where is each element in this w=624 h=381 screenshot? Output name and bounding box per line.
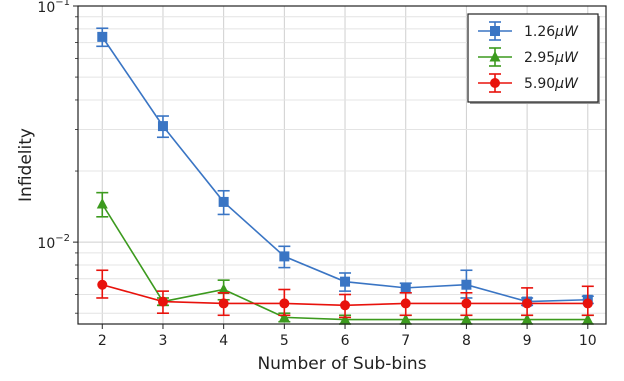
data-point-marker	[582, 298, 593, 309]
x-tick-label: 9	[523, 333, 532, 349]
data-point-marker	[522, 298, 533, 309]
data-point-marker	[490, 26, 500, 36]
x-tick-label: 4	[219, 333, 228, 349]
data-point-marker	[461, 279, 472, 290]
x-tick-label: 8	[462, 333, 471, 349]
data-point-marker	[97, 31, 108, 42]
legend-box	[467, 13, 599, 103]
data-point-marker	[340, 300, 351, 311]
ticks: 2 3 4 5 6 7 8 9 10 10−1 10−2	[37, 0, 596, 349]
data-point-marker	[400, 282, 411, 293]
legend-entry: 1.26μW	[478, 21, 579, 41]
series-square	[96, 27, 594, 307]
x-tick-label: 6	[341, 333, 350, 349]
legend: 1.26μW 2.95μW 5.90μW	[467, 13, 600, 104]
data-point-marker	[582, 313, 594, 325]
legend-entry: 5.90μW	[478, 73, 579, 93]
data-point-marker	[339, 313, 351, 325]
legend-label: 5.90μW	[524, 76, 579, 92]
data-point-marker	[490, 78, 500, 88]
x-tick-label: 3	[159, 333, 168, 349]
data-point-marker	[340, 276, 351, 287]
data-point-marker	[218, 283, 230, 294]
data-point-marker	[96, 198, 108, 209]
legend-label: 2.95μW	[524, 50, 579, 66]
legend-label: 1.26μW	[524, 24, 579, 40]
data-point-marker	[279, 298, 290, 309]
data-point-marker	[489, 51, 501, 62]
x-axis-label: Number of Sub-bins	[257, 354, 426, 374]
x-tick-label: 5	[280, 333, 289, 349]
data-point-marker	[461, 298, 472, 309]
x-tick-label: 2	[98, 333, 107, 349]
data-point-marker	[400, 298, 411, 309]
data-point-marker	[157, 296, 168, 307]
data-point-marker	[218, 196, 229, 207]
legend-entry: 2.95μW	[478, 47, 579, 67]
x-tick-label: 7	[401, 333, 410, 349]
data-point-marker	[218, 298, 229, 309]
x-tick-label: 10	[579, 333, 597, 349]
series-circle	[96, 269, 594, 319]
data-point-marker	[460, 313, 472, 325]
data-point-marker	[97, 279, 108, 290]
plot-frame	[77, 5, 607, 325]
data-point-marker	[278, 311, 290, 322]
y-tick-label: 10−2	[37, 233, 70, 252]
data-point-marker	[157, 121, 168, 132]
data-point-marker	[279, 251, 290, 262]
y-axis-label: Infidelity	[16, 128, 36, 202]
series-layer	[96, 27, 594, 325]
data-point-marker	[400, 313, 412, 325]
data-point-marker	[521, 313, 533, 325]
y-tick-label: 10−1	[37, 0, 70, 16]
